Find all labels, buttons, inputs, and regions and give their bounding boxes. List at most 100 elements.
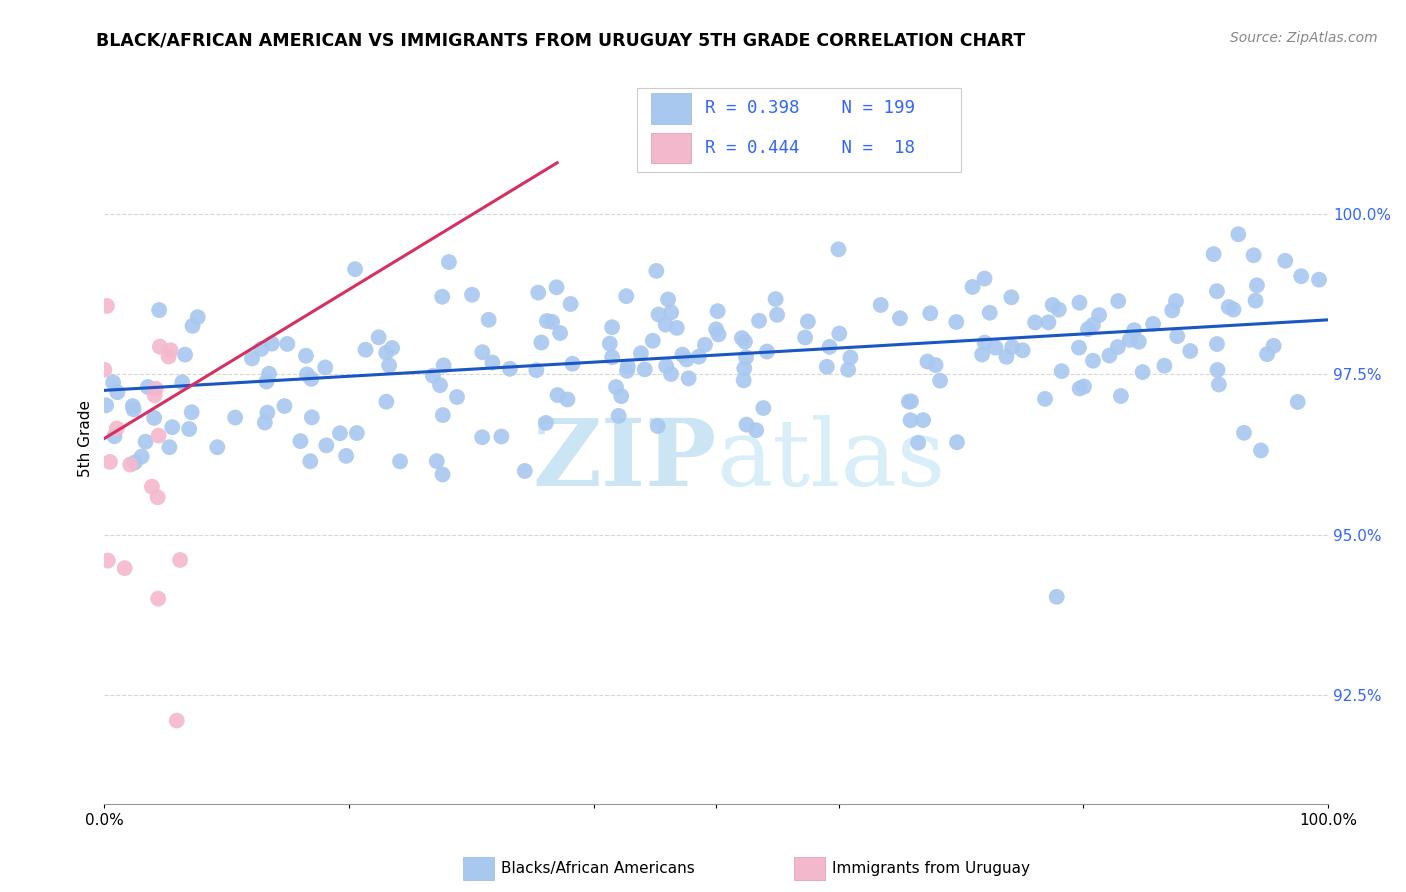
Point	[315, 438, 337, 452]
Point	[437, 255, 460, 269]
Point	[869, 298, 891, 312]
Point	[984, 341, 1007, 355]
Point	[1206, 363, 1229, 377]
Point	[693, 338, 716, 352]
Point	[1166, 329, 1188, 343]
Point	[675, 352, 697, 367]
Point	[946, 435, 969, 450]
Point	[734, 334, 756, 349]
Point	[422, 368, 444, 383]
Point	[929, 374, 952, 388]
Point	[735, 351, 758, 365]
Point	[491, 429, 513, 443]
Point	[659, 305, 682, 319]
Point	[446, 390, 468, 404]
Point	[665, 321, 688, 335]
Point	[704, 322, 727, 336]
Point	[1202, 247, 1225, 261]
Point	[1107, 340, 1129, 354]
Point	[276, 337, 298, 351]
Point	[478, 313, 501, 327]
Point	[605, 380, 627, 394]
Point	[827, 243, 849, 257]
Point	[299, 372, 322, 386]
Point	[145, 382, 167, 396]
Point	[499, 361, 522, 376]
Point	[1042, 298, 1064, 312]
Point	[917, 354, 939, 368]
Point	[1098, 349, 1121, 363]
Point	[253, 416, 276, 430]
Point	[290, 434, 312, 449]
Point	[560, 297, 582, 311]
Point	[295, 368, 318, 382]
Point	[136, 380, 159, 394]
Point	[1046, 590, 1069, 604]
Point	[256, 375, 278, 389]
Point	[1088, 308, 1111, 322]
Point	[101, 376, 124, 390]
Point	[534, 416, 557, 430]
Point	[765, 292, 787, 306]
Point	[973, 335, 995, 350]
Point	[735, 417, 758, 432]
Point	[1081, 353, 1104, 368]
Point	[513, 464, 536, 478]
Point	[924, 358, 946, 372]
Point	[647, 308, 669, 322]
Point	[1033, 392, 1056, 406]
Point	[707, 327, 730, 342]
Point	[1286, 395, 1309, 409]
Point	[148, 303, 170, 318]
Point	[731, 331, 754, 345]
Point	[1047, 302, 1070, 317]
Point	[335, 449, 357, 463]
Point	[1243, 248, 1265, 262]
Point	[273, 399, 295, 413]
Point	[224, 410, 246, 425]
Point	[600, 351, 623, 365]
Point	[688, 350, 710, 364]
Point	[733, 373, 755, 387]
Point	[97, 553, 120, 567]
Point	[561, 357, 583, 371]
Point	[135, 434, 157, 449]
Point	[471, 430, 494, 444]
Point	[299, 454, 322, 468]
Point	[429, 378, 451, 392]
Point	[256, 406, 278, 420]
Point	[979, 306, 1001, 320]
Point	[671, 348, 693, 362]
Point	[527, 285, 550, 300]
Point	[614, 289, 637, 303]
Point	[481, 355, 503, 369]
Point	[162, 420, 184, 434]
Point	[548, 326, 571, 340]
Point	[146, 490, 169, 504]
Point	[655, 359, 678, 373]
Point	[972, 347, 994, 361]
Point	[1142, 317, 1164, 331]
Point	[159, 343, 181, 358]
Point	[96, 299, 118, 313]
Point	[375, 394, 398, 409]
Point	[1123, 323, 1146, 337]
Point	[250, 342, 273, 356]
Point	[121, 399, 143, 413]
Point	[240, 351, 263, 366]
Point	[157, 440, 180, 454]
Point	[433, 359, 456, 373]
Point	[748, 314, 770, 328]
Point	[169, 553, 191, 567]
Point	[346, 425, 368, 440]
Point	[900, 413, 922, 427]
FancyBboxPatch shape	[651, 133, 690, 163]
Point	[1081, 318, 1104, 332]
Point	[659, 367, 682, 381]
Point	[995, 350, 1018, 364]
Point	[945, 315, 967, 329]
Point	[378, 359, 401, 373]
Point	[645, 264, 668, 278]
Point	[1222, 302, 1244, 317]
Point	[1246, 278, 1268, 293]
